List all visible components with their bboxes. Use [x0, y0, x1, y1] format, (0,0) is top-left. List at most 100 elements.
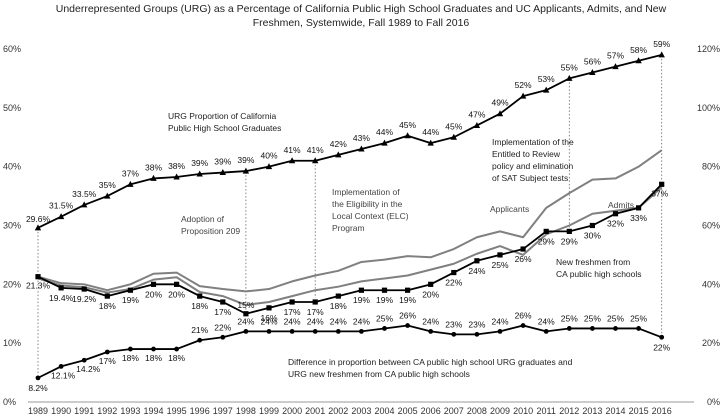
- annotation-elc-3: Local Context (ELC): [332, 211, 409, 221]
- data-point: [265, 163, 273, 170]
- annotation-difference-1: Difference in proportion between CA publ…: [288, 357, 573, 367]
- data-point: [359, 329, 364, 334]
- data-label-difference: 21%: [191, 325, 208, 335]
- data-point: [104, 293, 110, 299]
- annotation-prop209-2: Proposition 209: [181, 226, 240, 236]
- data-point: [566, 326, 572, 331]
- data-label-new-freshmen: 16%: [260, 313, 277, 323]
- data-point: [589, 222, 595, 229]
- annotation-new-freshmen-2: CA public high schools: [556, 269, 642, 279]
- data-point: [35, 274, 41, 280]
- data-label-new-freshmen: 30%: [584, 231, 601, 241]
- data-point: [566, 74, 573, 81]
- data-label-difference: 24%: [330, 316, 347, 326]
- data-point: [289, 299, 295, 305]
- annotation-admits: Admits: [608, 200, 634, 210]
- data-point: [81, 357, 87, 363]
- data-label-new-freshmen: 24%: [468, 266, 485, 276]
- annotation-hs-grads-2: Public High School Graduates: [168, 123, 281, 133]
- x-axis-tick-label: 2013: [582, 406, 602, 416]
- data-label-difference: 22%: [214, 322, 231, 332]
- left-axis-tick-label: 50%: [3, 103, 21, 113]
- data-point: [127, 346, 133, 352]
- data-point: [219, 169, 226, 176]
- data-label-new-freshmen: 22%: [445, 278, 462, 288]
- data-label-hs-grads: 31.5%: [49, 201, 74, 211]
- data-point: [312, 329, 318, 334]
- data-label-difference: 23%: [468, 319, 485, 329]
- data-point: [520, 323, 526, 328]
- data-label-new-freshmen: 18%: [330, 301, 347, 311]
- x-axis: 1989 1990 1991 1992 1993 1994 1995 1996 1997 1998…: [28, 406, 672, 416]
- x-axis-tick-label: 2001: [305, 406, 325, 416]
- data-point: [474, 331, 480, 337]
- data-point: [497, 329, 503, 334]
- data-point: [612, 63, 619, 70]
- data-label-hs-grads: 56%: [584, 57, 601, 67]
- data-point: [242, 167, 250, 174]
- data-label-difference: 18%: [122, 353, 139, 363]
- data-label-new-freshmen: 17%: [284, 307, 301, 317]
- left-axis-tick-label: 30%: [3, 221, 21, 231]
- data-point: [612, 211, 619, 217]
- annotation-prop209-1: Adoption of: [181, 214, 225, 224]
- data-point: [636, 326, 641, 331]
- data-label-new-freshmen: 19.4%: [49, 293, 74, 303]
- data-label-difference: 24%: [237, 316, 254, 326]
- data-point: [659, 181, 665, 187]
- data-point: [174, 346, 180, 352]
- x-axis-tick-label: 1990: [51, 406, 71, 416]
- data-label-new-freshmen: 29%: [561, 236, 578, 246]
- data-point: [220, 299, 226, 305]
- data-label-hs-grads: 40%: [260, 151, 277, 161]
- x-axis-tick-label: 2002: [328, 406, 348, 416]
- x-axis-tick-label: 1989: [28, 406, 48, 416]
- annotation-etr-1: Implementation of the: [492, 137, 574, 147]
- data-point: [543, 86, 550, 93]
- title-line-1: Underrepresented Groups (URG) as a Perce…: [56, 3, 667, 15]
- data-point: [520, 246, 526, 252]
- data-label-difference: 24%: [307, 316, 324, 326]
- series-line-difference: [37, 324, 663, 379]
- annotation-hs-grads-1: URG Proportion of California: [168, 111, 276, 121]
- left-axis: 0% 10% 20% 30% 40% 50% 60%: [3, 44, 21, 407]
- data-label-hs-grads: 35%: [99, 180, 116, 190]
- data-point: [196, 170, 203, 177]
- annotation-difference-2: URG new freshmen from CA public high sch…: [288, 369, 470, 379]
- event-lines: [37, 58, 663, 374]
- x-axis-tick-label: 1993: [120, 406, 140, 416]
- data-label-new-freshmen: 18%: [191, 301, 208, 311]
- x-axis-tick-label: 2016: [652, 406, 672, 416]
- data-point: [635, 57, 642, 64]
- data-label-hs-grads: 33.5%: [72, 189, 97, 199]
- data-point: [473, 121, 481, 128]
- data-point: [174, 281, 180, 287]
- data-label-difference: 24%: [260, 316, 277, 326]
- data-point: [266, 305, 272, 311]
- data-label-difference: 24%: [353, 316, 370, 326]
- data-label-new-freshmen: 21.3%: [26, 281, 51, 291]
- right-axis-tick-label: 80%: [702, 162, 720, 172]
- data-point: [451, 269, 457, 276]
- left-axis-tick-label: 60%: [3, 44, 21, 54]
- right-axis-tick-label: 120%: [697, 44, 720, 54]
- data-label-hs-grads: 44%: [422, 127, 439, 137]
- data-label-difference: 25%: [630, 313, 647, 323]
- data-label-new-freshmen: 19%: [353, 295, 370, 305]
- x-axis-tick-label: 2015: [629, 406, 649, 416]
- data-point: [58, 285, 64, 291]
- chart-title: Underrepresented Groups (URG) as a Perce…: [56, 3, 667, 29]
- data-point: [335, 151, 342, 158]
- x-axis-tick-label: 2007: [444, 406, 464, 416]
- data-point: [428, 281, 434, 287]
- right-axis-tick-label: 60%: [702, 221, 720, 231]
- series-line-new-freshmen: [37, 183, 663, 315]
- annotations: URG Proportion of California Public High…: [168, 111, 642, 379]
- annotation-elc-1: Implementation of: [332, 187, 400, 197]
- data-point: [312, 157, 319, 164]
- data-label-new-freshmen: 20%: [422, 289, 439, 299]
- right-axis-tick-label: 100%: [697, 103, 720, 113]
- data-label-hs-grads: 38%: [145, 162, 162, 172]
- data-point: [450, 133, 457, 140]
